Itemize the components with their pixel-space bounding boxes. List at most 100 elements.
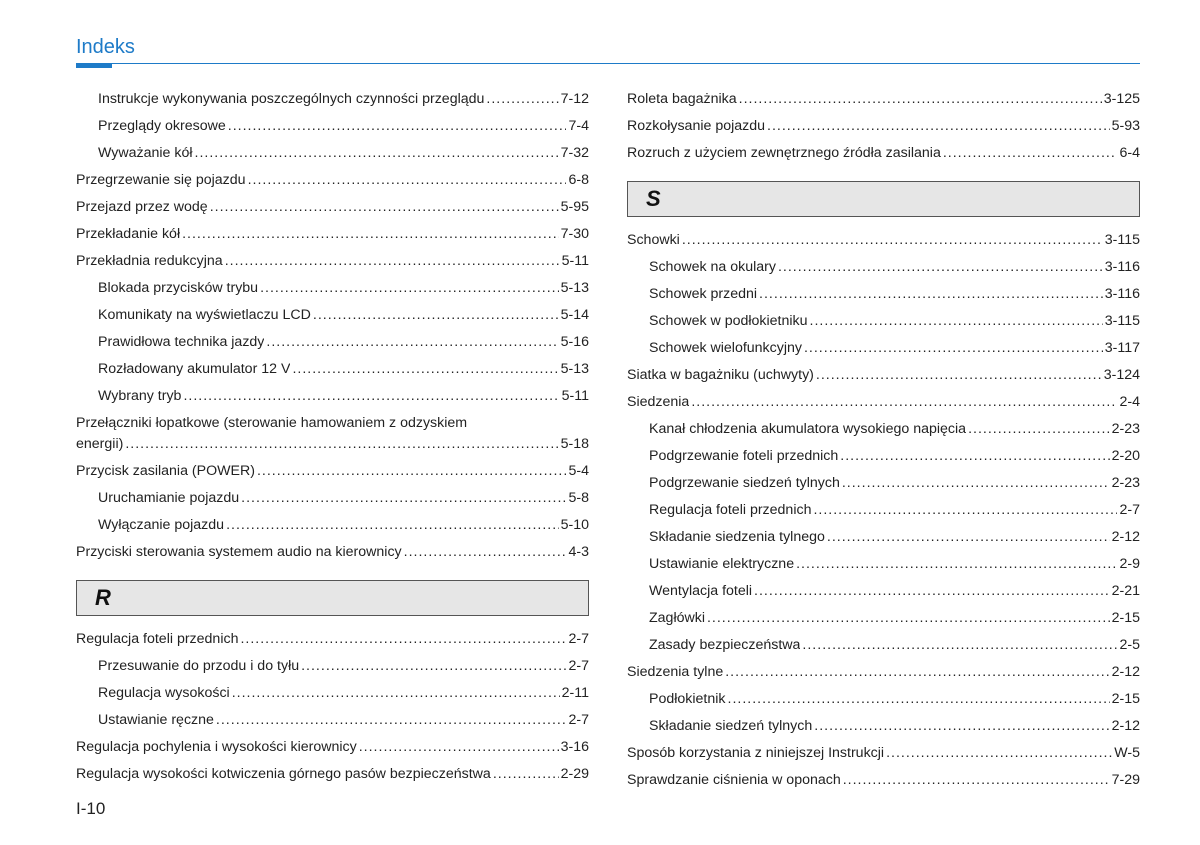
entry-label: Schowek wielofunkcyjny (649, 335, 802, 362)
dotted-leader (808, 308, 1103, 335)
entry-label: Instrukcje wykonywania poszczególnych cz… (98, 86, 484, 113)
index-entry: Schowki3-115 (627, 227, 1140, 254)
dotted-leader (800, 632, 1117, 659)
dotted-leader (246, 167, 567, 194)
dotted-leader (737, 86, 1102, 113)
entry-label: Regulacja wysokości (98, 680, 230, 707)
page-ref: 2-9 (1117, 551, 1140, 578)
index-entry: Składanie siedzenia tylnego2-12 (627, 524, 1140, 551)
entry-label: Regulacja foteli przednich (76, 626, 238, 653)
entry-label: Rozładowany akumulator 12 V (98, 356, 290, 383)
page-ref: 2-29 (559, 761, 589, 788)
page-ref: 5-4 (566, 458, 589, 485)
dotted-leader (180, 221, 558, 248)
section-heading: S (627, 181, 1140, 217)
page-ref: 6-8 (566, 167, 589, 194)
dotted-leader (802, 335, 1103, 362)
index-entry: Rozruch z użyciem zewnętrznego źródła za… (627, 140, 1140, 167)
dotted-leader (838, 443, 1109, 470)
index-entry: Wybrany tryb5-11 (76, 383, 589, 410)
entry-label: Rozkołysanie pojazdu (627, 113, 765, 140)
entry-label: Wyważanie kół (98, 140, 193, 167)
dotted-leader (814, 362, 1102, 389)
index-entry: Przegrzewanie się pojazdu6-8 (76, 167, 589, 194)
page-ref: 2-20 (1110, 443, 1140, 470)
dotted-leader (726, 686, 1110, 713)
page-ref: 5-95 (559, 194, 589, 221)
section-heading: R (76, 580, 589, 616)
page-ref: 3-115 (1103, 308, 1140, 335)
page-ref: 2-21 (1110, 578, 1140, 605)
right-column: Roleta bagażnika3-125Rozkołysanie pojazd… (627, 86, 1140, 794)
entry-label: Składanie siedzeń tylnych (649, 713, 812, 740)
page-ref: 2-15 (1110, 686, 1140, 713)
index-entry: Sposób korzystania z niniejszej Instrukc… (627, 740, 1140, 767)
dotted-leader (794, 551, 1117, 578)
index-entry: Regulacja foteli przednich2-7 (627, 497, 1140, 524)
index-entry: Regulacja pochylenia i wysokości kierown… (76, 734, 589, 761)
index-entry: Siedzenia tylne 2-12 (627, 659, 1140, 686)
dotted-leader (311, 302, 559, 329)
index-entry: Komunikaty na wyświetlaczu LCD5-14 (76, 302, 589, 329)
dotted-leader (357, 734, 559, 761)
index-columns: Instrukcje wykonywania poszczególnych cz… (76, 86, 1140, 794)
entry-label: Podłokietnik (649, 686, 726, 713)
entry-label: Przyciski sterowania systemem audio na k… (76, 539, 402, 566)
entry-label: Prawidłowa technika jazdy (98, 329, 264, 356)
entry-label: Schowek na okulary (649, 254, 776, 281)
page-ref: 5-10 (559, 512, 589, 539)
dotted-leader (123, 431, 558, 458)
entry-label: Komunikaty na wyświetlaczu LCD (98, 302, 311, 329)
dotted-leader (226, 113, 567, 140)
index-entry: Wyważanie kół7-32 (76, 140, 589, 167)
index-entry: Regulacja wysokości kotwiczenia górnego … (76, 761, 589, 788)
entry-label: Sprawdzanie ciśnienia w oponach (627, 767, 841, 794)
entry-label: Regulacja wysokości kotwiczenia górnego … (76, 761, 491, 788)
entry-label: Regulacja foteli przednich (649, 497, 811, 524)
entry-label: Przekładanie kół (76, 221, 180, 248)
index-entry: Ustawianie elektryczne2-9 (627, 551, 1140, 578)
index-entry: Podgrzewanie siedzeń tylnych2-23 (627, 470, 1140, 497)
entry-label: Przeglądy okresowe (98, 113, 226, 140)
dotted-leader (224, 512, 559, 539)
entry-label: Siedzenia tylne (627, 659, 723, 686)
index-entry: Zagłówki2-15 (627, 605, 1140, 632)
entry-label: Schowki (627, 227, 680, 254)
index-entry: Przesuwanie do przodu i do tyłu2-7 (76, 653, 589, 680)
index-entry: Sprawdzanie ciśnienia w oponach7-29 (627, 767, 1140, 794)
page-ref: 2-11 (560, 680, 589, 707)
entry-label: Wyłączanie pojazdu (98, 512, 224, 539)
entry-label: Kanał chłodzenia akumulatora wysokiego n… (649, 416, 966, 443)
dotted-leader (752, 578, 1110, 605)
page-ref: 2-7 (566, 653, 589, 680)
dotted-leader (238, 626, 566, 653)
entry-label: Ustawianie ręczne (98, 707, 214, 734)
dotted-leader (193, 140, 559, 167)
entry-label: Schowek w podłokietniku (649, 308, 808, 335)
page-ref: 7-30 (559, 221, 589, 248)
page-ref: 5-11 (560, 383, 589, 410)
index-entry: Podgrzewanie foteli przednich 2-20 (627, 443, 1140, 470)
entry-label: Składanie siedzenia tylnego (649, 524, 825, 551)
dotted-leader (812, 713, 1109, 740)
page-ref: 5-13 (559, 275, 589, 302)
entry-label: Roleta bagażnika (627, 86, 737, 113)
index-entry: Instrukcje wykonywania poszczególnych cz… (76, 86, 589, 113)
dotted-leader (214, 707, 567, 734)
dotted-leader (689, 389, 1117, 416)
index-entry: Siedzenia2-4 (627, 389, 1140, 416)
dotted-leader (491, 761, 559, 788)
dotted-leader (258, 275, 559, 302)
dotted-leader (723, 659, 1109, 686)
page-ref: 2-12 (1110, 659, 1140, 686)
dotted-leader (290, 356, 558, 383)
page-ref: 3-116 (1103, 281, 1140, 308)
dotted-leader (208, 194, 559, 221)
index-entry: Przycisk zasilania (POWER)5-4 (76, 458, 589, 485)
index-entry: Siatka w bagażniku (uchwyty)3-124 (627, 362, 1140, 389)
entry-label: Podgrzewanie foteli przednich (649, 443, 838, 470)
rule-accent (76, 63, 112, 68)
entry-label: Wentylacja foteli (649, 578, 752, 605)
page-ref: 3-117 (1103, 335, 1140, 362)
entry-label: energii) (76, 431, 123, 458)
